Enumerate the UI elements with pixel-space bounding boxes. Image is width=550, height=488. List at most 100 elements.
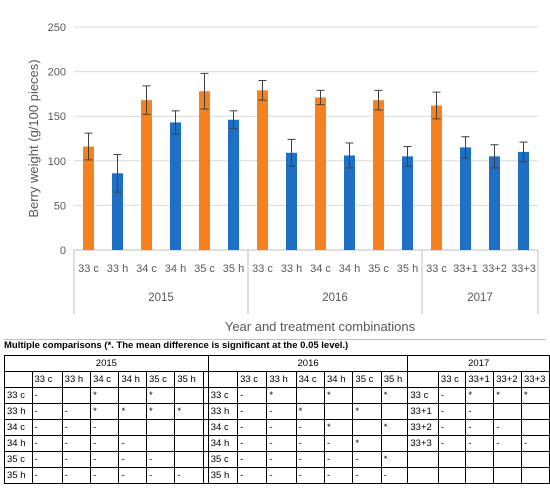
comparison-cell: - bbox=[174, 467, 204, 484]
x-tick-label: 33 c bbox=[252, 263, 273, 275]
comparison-cell: * bbox=[145, 403, 176, 420]
x-tick-label: 35 c bbox=[194, 263, 215, 275]
year-label: 2017 bbox=[467, 292, 493, 304]
comparison-cell: - bbox=[237, 451, 268, 468]
comparison-cell: - bbox=[31, 403, 63, 420]
comparison-cell: - bbox=[295, 467, 325, 484]
year-label: 2015 bbox=[148, 292, 174, 304]
comparison-cell: - bbox=[266, 403, 297, 420]
x-tick-label: 34 c bbox=[136, 263, 157, 275]
comparison-cell: - bbox=[437, 403, 467, 420]
comparison-cell: * bbox=[380, 387, 409, 404]
x-tick-label: 33+2 bbox=[482, 263, 507, 275]
comparison-cell: * bbox=[90, 387, 120, 404]
comparison-cell: - bbox=[295, 435, 325, 452]
column-header: 33+3 bbox=[521, 371, 550, 388]
row-header: 34 h bbox=[4, 435, 33, 452]
year-header-2017: 2017 bbox=[407, 355, 550, 372]
x-tick-label: 33+1 bbox=[453, 263, 478, 275]
comparison-cell: - bbox=[31, 435, 63, 452]
comparison-table-title: Multiple comparisons (*. The mean differ… bbox=[4, 340, 349, 351]
row-header: 33+1 bbox=[407, 403, 439, 420]
comparison-cell: - bbox=[118, 451, 147, 468]
table-row: 33 c - * * 33 c - * * * 33 c - * * * bbox=[4, 387, 550, 404]
comparison-cell: - bbox=[61, 403, 92, 420]
comparison-cell: * bbox=[323, 387, 354, 404]
comparison-cell: - bbox=[437, 435, 467, 452]
comparison-cell bbox=[323, 403, 354, 420]
comparison-cell: * bbox=[174, 403, 204, 420]
comparison-cell: - bbox=[266, 467, 297, 484]
comparison-cell bbox=[174, 451, 204, 468]
comparison-cell bbox=[118, 419, 147, 436]
table-year-row: 2015 2016 2017 bbox=[4, 355, 550, 372]
comparison-cell: - bbox=[61, 419, 92, 436]
comparison-cell: - bbox=[493, 435, 523, 452]
table-row: 33 h - - * * * * 33 h - - * * 33+1- - bbox=[4, 403, 550, 420]
bar bbox=[112, 173, 123, 250]
x-tick-label: 35 h bbox=[223, 263, 244, 275]
comparison-cell: - bbox=[437, 387, 467, 404]
row-header: 33 c bbox=[407, 387, 439, 404]
comparison-cell: * bbox=[90, 403, 120, 420]
row-header: 34 c bbox=[4, 419, 33, 436]
comparison-cell: - bbox=[465, 403, 495, 420]
row-header: 35 c bbox=[4, 451, 33, 468]
row-header: 33 h bbox=[4, 403, 33, 420]
x-tick-label: 33 c bbox=[78, 263, 99, 275]
berry-weight-chart: 0 50 100 150 200 250 33 c 33 h 34 c 34 h 35 c 35 h 3… bbox=[26, 22, 539, 334]
comparison-cell bbox=[521, 403, 550, 420]
y-tick-label: 250 bbox=[48, 22, 66, 34]
corner-cell bbox=[4, 371, 33, 388]
column-header: 34 c bbox=[90, 371, 120, 388]
comparison-cell: - bbox=[295, 419, 325, 436]
column-header: 33 c bbox=[237, 371, 268, 388]
comparison-cell: - bbox=[521, 435, 550, 452]
column-header: 34 h bbox=[323, 371, 354, 388]
comparison-cell bbox=[465, 467, 495, 484]
bar bbox=[344, 155, 355, 250]
row-header: 35 h bbox=[4, 467, 33, 484]
comparison-cell: - bbox=[380, 467, 409, 484]
y-tick-label: 150 bbox=[48, 111, 66, 123]
comparison-cell bbox=[437, 467, 467, 484]
column-header: 33 c bbox=[437, 371, 467, 388]
comparison-cell: - bbox=[90, 451, 120, 468]
corner-cell bbox=[207, 371, 239, 388]
x-tick-label: 33 h bbox=[107, 263, 128, 275]
comparison-cell: - bbox=[323, 435, 354, 452]
y-tick-label: 0 bbox=[60, 245, 66, 257]
year-header-2015: 2015 bbox=[4, 355, 209, 372]
column-header: 35 h bbox=[174, 371, 204, 388]
comparison-cell: - bbox=[352, 451, 382, 468]
comparison-cell: - bbox=[323, 451, 354, 468]
column-header: 33+2 bbox=[493, 371, 523, 388]
bar bbox=[315, 97, 326, 250]
comparison-cell: - bbox=[237, 435, 268, 452]
column-header: 35 h bbox=[380, 371, 409, 388]
x-tick-label: 34 h bbox=[339, 263, 360, 275]
y-tick-label: 50 bbox=[54, 200, 66, 212]
x-axis-title: Year and treatment combinations bbox=[225, 319, 416, 334]
comparison-cell bbox=[145, 419, 176, 436]
column-header: 34 c bbox=[295, 371, 325, 388]
row-header: 33 h bbox=[207, 403, 239, 420]
comparison-cell: - bbox=[118, 467, 147, 484]
comparison-cell: * bbox=[145, 387, 176, 404]
row-header: 35 c bbox=[207, 451, 239, 468]
comparison-cell bbox=[174, 419, 204, 436]
comparison-cell: - bbox=[61, 435, 92, 452]
comparison-cell: - bbox=[437, 419, 467, 436]
table-header-row: 33 c 33 h 34 c 34 h 35 c 35 h 33 c 33 h 34 c 34 h… bbox=[4, 371, 550, 388]
comparison-cell bbox=[380, 435, 409, 452]
comparison-cell: - bbox=[266, 435, 297, 452]
comparison-cell bbox=[61, 387, 92, 404]
comparison-cell bbox=[493, 451, 523, 468]
row-header: 33 c bbox=[207, 387, 239, 404]
comparison-cell bbox=[465, 451, 495, 468]
bar bbox=[431, 105, 442, 250]
bar bbox=[141, 100, 152, 250]
corner-cell bbox=[407, 371, 439, 388]
comparison-cell bbox=[352, 419, 382, 436]
bar bbox=[257, 90, 268, 250]
